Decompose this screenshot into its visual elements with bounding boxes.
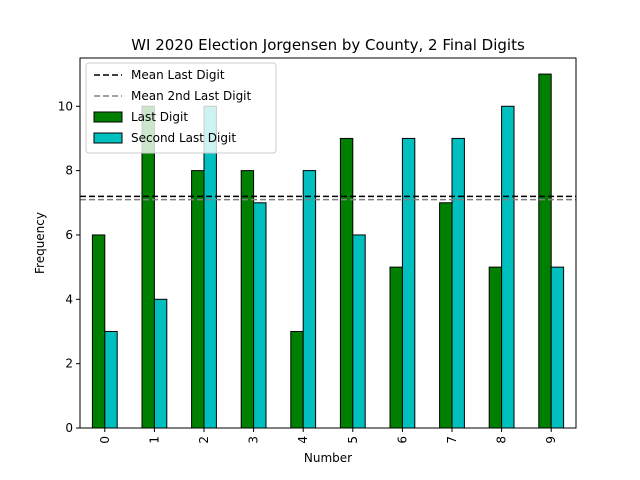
bar-last-digit-4 xyxy=(290,330,304,429)
x-tick-label: 2 xyxy=(197,436,211,444)
y-tick-label: 0 xyxy=(65,421,73,435)
chart-title: WI 2020 Election Jorgensen by County, 2 … xyxy=(131,36,525,54)
x-tick-label: 7 xyxy=(445,436,459,444)
bar-second-last-digit-5 xyxy=(352,234,366,429)
bar-last-digit-8 xyxy=(488,266,503,429)
legend-label-mean-second-last-digit: Mean 2nd Last Digit xyxy=(131,89,252,103)
legend-label-last-digit: Last Digit xyxy=(131,110,188,124)
x-tick-label: 0 xyxy=(98,436,112,444)
bar-second-last-digit-0 xyxy=(104,330,118,429)
bar-last-digit-1 xyxy=(141,105,155,429)
bar-last-digit-9 xyxy=(538,73,552,429)
bar-last-digit-7 xyxy=(439,202,453,429)
bar-last-digit-3 xyxy=(240,170,255,429)
bar-last-digit-2 xyxy=(191,170,205,429)
y-tick-label: 8 xyxy=(65,164,73,178)
x-axis: 0 1 2 3 4 5 6 7 8 9 xyxy=(98,428,558,444)
x-tick-label: 4 xyxy=(296,436,310,444)
legend-label-mean-last-digit: Mean Last Digit xyxy=(131,68,225,82)
y-tick-label: 6 xyxy=(65,228,73,242)
x-axis-label: Number xyxy=(304,451,352,465)
x-tick-label: 3 xyxy=(247,436,261,444)
legend: Mean Last Digit Mean 2nd Last Digit Last D… xyxy=(85,62,277,154)
bar-second-last-digit-7 xyxy=(451,137,465,429)
x-tick-label: 6 xyxy=(395,436,409,444)
x-tick-label: 8 xyxy=(495,436,509,444)
x-tick-label: 1 xyxy=(147,436,161,444)
legend-box xyxy=(85,62,277,154)
bar-second-last-digit-1 xyxy=(153,298,168,429)
y-tick-label: 10 xyxy=(58,99,73,113)
y-tick-label: 4 xyxy=(65,292,73,306)
y-axis-label: Frequency xyxy=(33,212,47,274)
legend-swatch-last-digit xyxy=(93,111,123,123)
bar-second-last-digit-9 xyxy=(550,266,565,429)
plot-frame xyxy=(79,57,577,429)
x-tick-label: 9 xyxy=(544,436,558,444)
x-tick-label: 5 xyxy=(346,436,360,444)
bar-second-last-digit-4 xyxy=(302,170,317,429)
bar-second-last-digit-8 xyxy=(501,105,515,429)
bar-second-last-digit-2 xyxy=(203,105,217,429)
legend-label-second-last-digit: Second Last Digit xyxy=(131,131,236,145)
y-tick-label: 2 xyxy=(65,357,73,371)
y-axis: 0 2 4 6 8 10 xyxy=(58,99,80,435)
bar-second-last-digit-3 xyxy=(253,202,267,429)
bar-last-digit-0 xyxy=(91,234,106,429)
bar-last-digit-5 xyxy=(339,137,354,429)
bar-second-last-digit-6 xyxy=(401,137,416,429)
bar-last-digit-6 xyxy=(389,266,403,429)
legend-swatch-second-last-digit xyxy=(93,132,123,144)
